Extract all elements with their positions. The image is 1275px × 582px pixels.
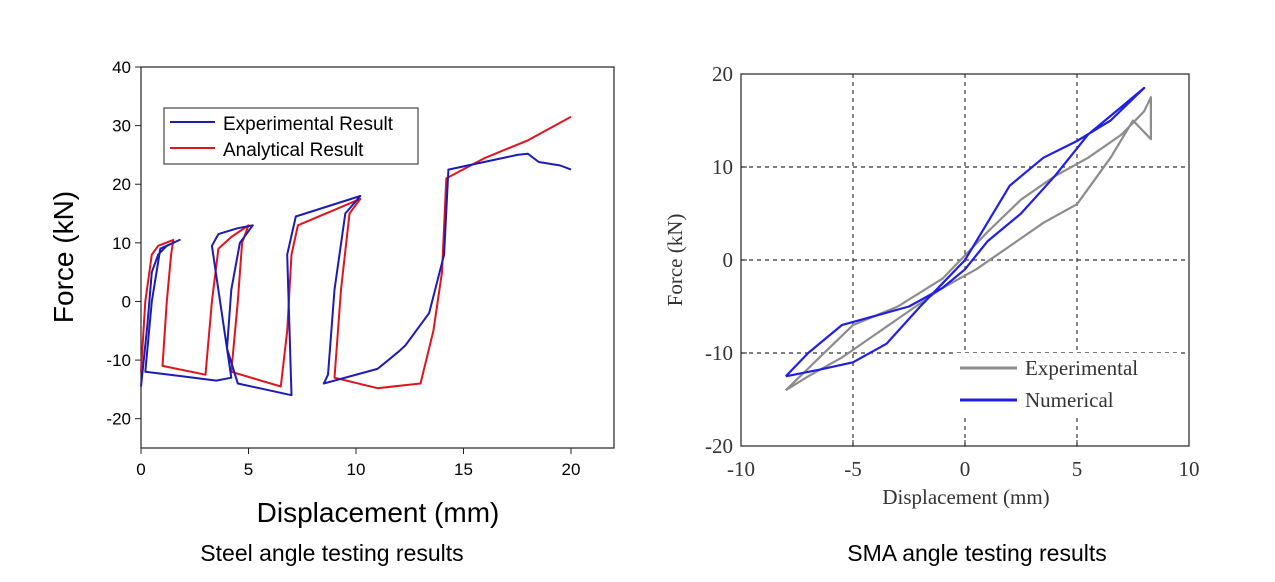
right-y-axis-label: Force (kN) xyxy=(663,214,687,307)
right-x-tick-label: -10 xyxy=(727,457,755,481)
left-x-tick-label: 5 xyxy=(244,460,253,479)
left-legend: Experimental Result Analytical Result xyxy=(163,107,419,165)
legend-label-experimental-result: Experimental Result xyxy=(223,114,394,135)
left-y-tick-label: 0 xyxy=(122,292,131,311)
right-legend: Experimental Numerical xyxy=(955,353,1177,417)
right-x-axis-label: Displacement (mm) xyxy=(882,485,1049,509)
right-y-tick-label: -20 xyxy=(705,434,733,458)
left-y-tick-label: -10 xyxy=(106,351,131,370)
legend-label-analytical-result: Analytical Result xyxy=(223,140,364,161)
left-x-axis-label: Displacement (mm) xyxy=(257,497,500,528)
left-x-tick-label: 15 xyxy=(454,460,473,479)
right-x-tick-label: 0 xyxy=(960,457,971,481)
right-legend-box xyxy=(955,353,1177,417)
series-line-analytical-result xyxy=(140,115,572,390)
left-y-tick-label: -20 xyxy=(106,410,131,429)
left-plot-curves xyxy=(140,115,572,397)
left-y-tick-label: 30 xyxy=(112,117,131,136)
steel-angle-chart: 0 5 10 15 20 -20 -10 0 10 20 30 40 Displacement (mm… xyxy=(48,58,615,528)
caption-sma-angle: SMA angle testing results xyxy=(847,540,1107,566)
right-y-tick-label: 10 xyxy=(712,155,733,179)
caption-steel-angle: Steel angle testing results xyxy=(200,540,464,566)
legend-label-experimental: Experimental xyxy=(1025,356,1138,380)
right-x-tick-label: -5 xyxy=(844,457,862,481)
left-x-tick-label: 10 xyxy=(347,460,366,479)
right-x-tick-label: 5 xyxy=(1072,457,1083,481)
left-y-tick-label: 10 xyxy=(112,234,131,253)
left-x-tick-label: 0 xyxy=(136,460,145,479)
right-plot-curves xyxy=(785,86,1152,392)
legend-label-numerical: Numerical xyxy=(1025,388,1114,412)
left-y-tick-label: 20 xyxy=(112,175,131,194)
left-y-axis-label: Force (kN) xyxy=(48,191,79,323)
left-legend-box xyxy=(163,107,419,165)
left-y-tick-label: 40 xyxy=(112,58,131,77)
left-axis-ticks: 0 5 10 15 20 -20 -10 0 10 20 30 40 xyxy=(106,58,580,479)
left-plot-frame xyxy=(140,66,615,449)
series-line-numerical xyxy=(785,86,1146,378)
right-x-tick-label: 10 xyxy=(1179,457,1200,481)
right-y-tick-label: -10 xyxy=(705,341,733,365)
series-line-experimental xyxy=(785,96,1152,392)
series-line-experimental-result xyxy=(140,152,572,397)
right-y-tick-label: 20 xyxy=(712,62,733,86)
left-x-tick-label: 20 xyxy=(562,460,581,479)
right-y-tick-label: 0 xyxy=(723,248,734,272)
